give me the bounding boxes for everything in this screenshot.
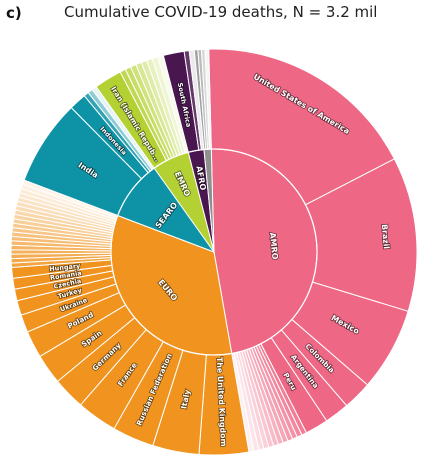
panel-label: c) [6, 4, 22, 22]
region-label-amro: AMRO [268, 232, 280, 260]
country-label-brazil: Brazil [380, 224, 391, 250]
inner-ring-border [110, 148, 318, 356]
chart-title: Cumulative COVID-19 deaths, N = 3.2 mil [64, 3, 378, 21]
